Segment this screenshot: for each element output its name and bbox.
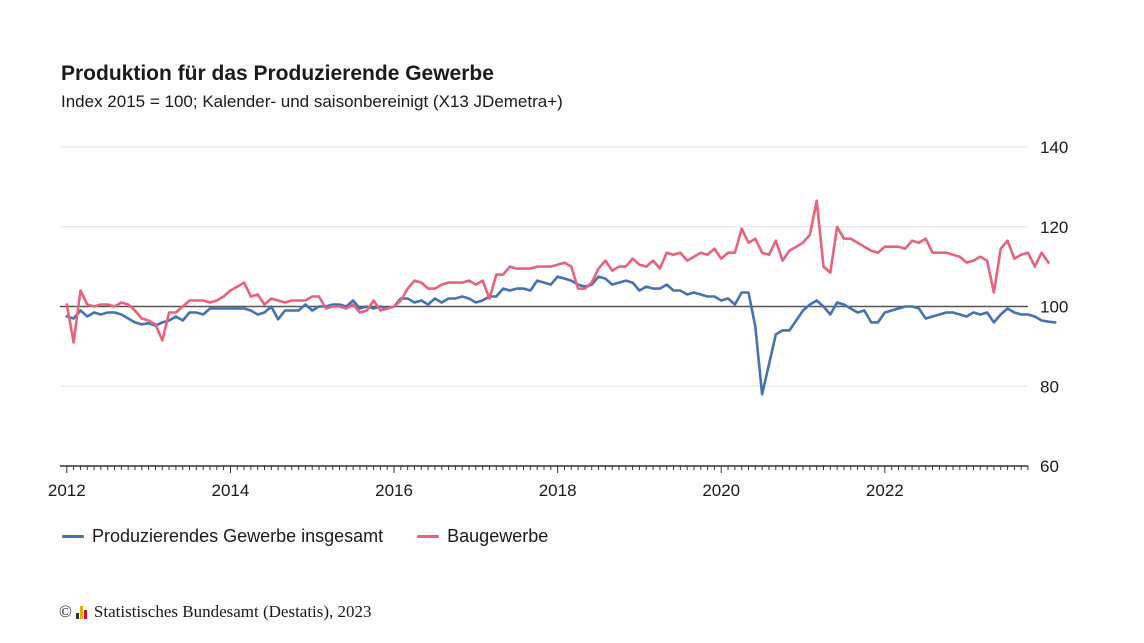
chart-title: Produktion für das Produzierende Gewerbe bbox=[61, 62, 494, 85]
x-tick-label: 2016 bbox=[375, 481, 413, 500]
x-tick-label: 2018 bbox=[539, 481, 577, 500]
line-chart: 60 80 100 120 140 2012 2014 2016 2018 2020 2022 bbox=[48, 138, 1068, 500]
y-tick-label: 140 bbox=[1040, 138, 1068, 157]
series-line-0 bbox=[65, 275, 1057, 396]
chart-subtitle: Index 2015 = 100; Kalender- und saisonbe… bbox=[61, 92, 563, 111]
source-text: Statistisches Bundesamt (Destatis), 2023 bbox=[93, 602, 372, 621]
legend-swatch-red bbox=[417, 535, 440, 538]
legend-label: Produzierendes Gewerbe insgesamt bbox=[92, 526, 384, 546]
y-tick-label: 100 bbox=[1040, 298, 1068, 317]
legend-label: Baugewerbe bbox=[447, 526, 549, 546]
series-line-1 bbox=[65, 199, 1050, 344]
legend-swatch-blue bbox=[62, 535, 84, 538]
y-tick-label: 120 bbox=[1040, 218, 1068, 237]
x-tick-label: 2014 bbox=[212, 481, 250, 500]
source-footer: © Statistisches Bundesamt (Destatis), 20… bbox=[59, 602, 372, 622]
copyright-symbol: © bbox=[59, 602, 72, 621]
x-tick-label: 2020 bbox=[702, 481, 740, 500]
x-tick-label: 2012 bbox=[48, 481, 86, 500]
legend-item-baugewerbe: Baugewerbe bbox=[417, 526, 548, 547]
chart-legend: Produzierendes Gewerbe insgesamt Baugewe… bbox=[62, 526, 582, 547]
legend-item-produzierendes-gewerbe: Produzierendes Gewerbe insgesamt bbox=[62, 526, 383, 547]
y-tick-label: 80 bbox=[1040, 377, 1059, 396]
destatis-logo-icon bbox=[75, 605, 88, 619]
y-tick-label: 60 bbox=[1040, 457, 1059, 476]
x-tick-label: 2022 bbox=[866, 481, 904, 500]
